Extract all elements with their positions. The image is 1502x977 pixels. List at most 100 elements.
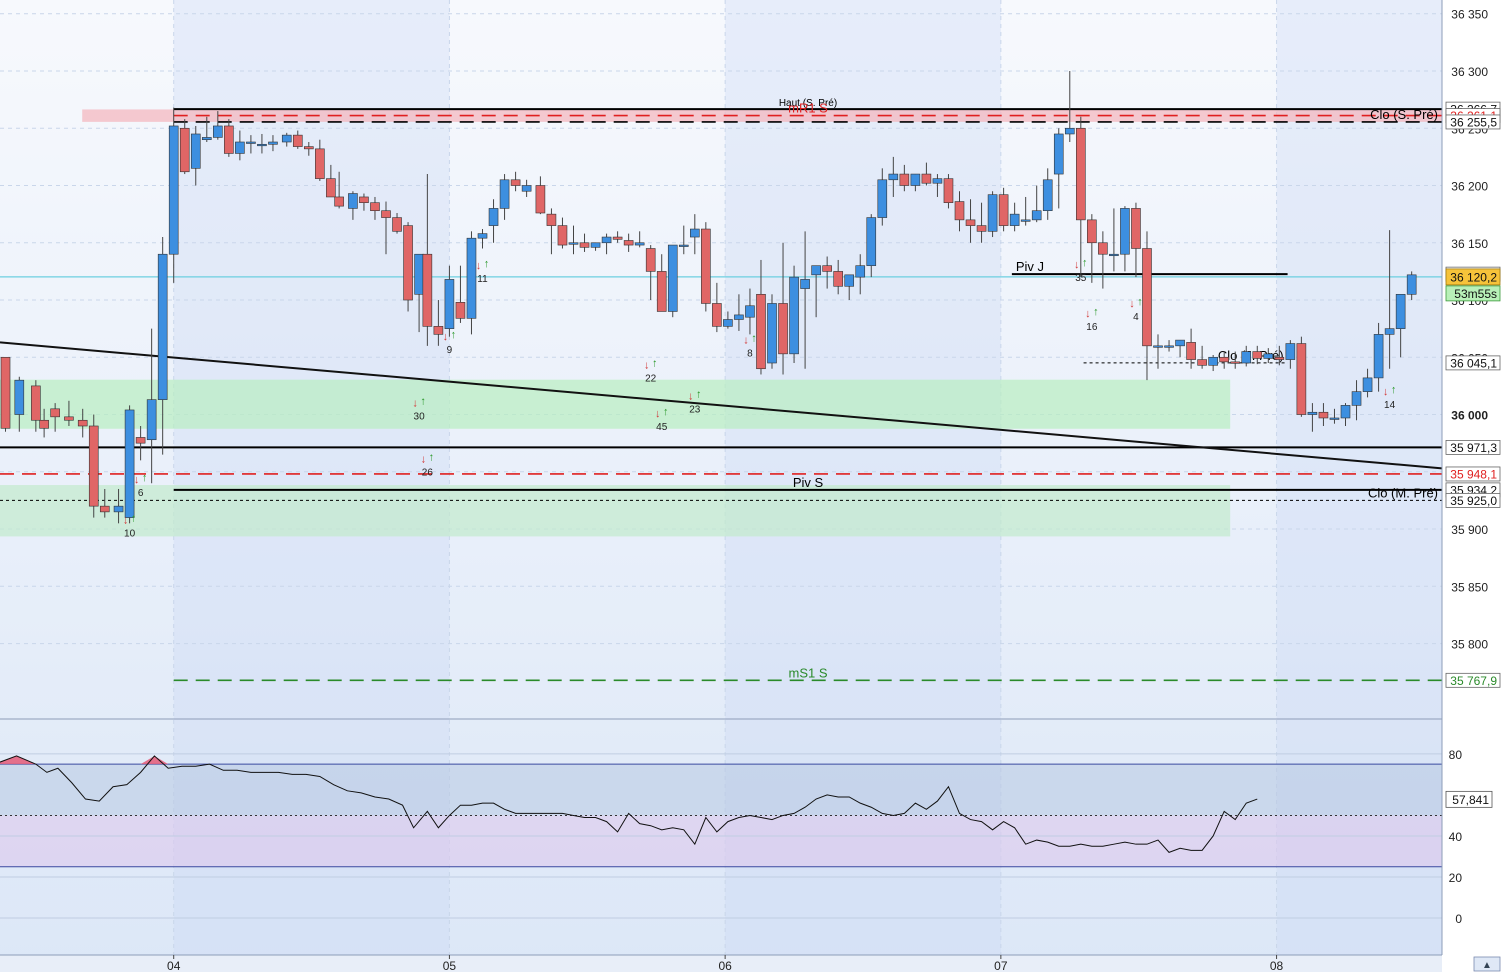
candle-body [292, 134, 303, 147]
candle-body [488, 208, 499, 226]
candle-body [535, 185, 546, 214]
candle-body [403, 225, 413, 301]
candle-body [77, 419, 88, 427]
candle-body [1208, 356, 1218, 366]
down-arrow-icon: ↓ [1383, 386, 1389, 398]
level-label: Clo (S. Pré) [1370, 107, 1438, 122]
candle-body [623, 240, 634, 246]
trendline [0, 341, 1443, 470]
candle-body [701, 228, 711, 304]
candle-body [1351, 391, 1362, 406]
candle-body [1109, 253, 1119, 257]
candle-body [510, 179, 521, 186]
candle-body [1263, 353, 1274, 359]
candle-body [767, 303, 777, 364]
y-tick-label: 36 350 [1451, 8, 1488, 22]
candle-body [315, 148, 325, 179]
level-tag [1445, 672, 1501, 688]
candle-body [444, 279, 455, 329]
down-arrow-icon: ↓ [134, 474, 140, 486]
scroll-button[interactable] [1473, 956, 1501, 972]
level-label: mR1 S [788, 101, 828, 116]
level-tag-label: 35 925,0 [1450, 494, 1497, 508]
down-arrow-icon: ↓ [644, 360, 650, 372]
candle-body [1384, 328, 1395, 335]
candle-body [466, 237, 477, 319]
level-tag [1445, 114, 1501, 130]
marker-label: 9 [447, 345, 453, 356]
osc-lower-zone [0, 815, 1442, 867]
osc-line [0, 755, 1258, 853]
osc-value-label: 57,841 [1452, 793, 1489, 807]
down-arrow-icon: ↓ [655, 408, 661, 420]
candle-body [866, 217, 877, 266]
candle-body [645, 248, 656, 272]
candle-body [359, 196, 369, 203]
current-price-tag [1445, 268, 1501, 286]
candle-body [546, 213, 557, 226]
osc-y-tick-label: 80 [1449, 748, 1463, 762]
candle-body [921, 173, 932, 184]
candle-body [1042, 179, 1053, 212]
current-price-label: 36 120,2 [1450, 270, 1497, 284]
down-arrow-icon: ↓ [412, 398, 418, 410]
countdown-label: 53m55s [1454, 287, 1497, 301]
candle-body [1274, 356, 1285, 360]
candle-body [634, 242, 645, 246]
level-tag-label: 35 767,9 [1450, 674, 1497, 688]
candle-body [690, 228, 700, 238]
candle-body [745, 305, 755, 318]
candle-body [1395, 293, 1406, 329]
candle-body [965, 219, 976, 226]
level-label: mS1 S [788, 665, 827, 680]
candle-body [1153, 345, 1163, 348]
candle-body [213, 125, 223, 138]
up-arrow-icon: ↑ [663, 406, 669, 418]
candle-body [50, 408, 60, 418]
x-tick-label: 04 [167, 959, 181, 972]
y-tick-label: 36 200 [1451, 180, 1488, 194]
marker-label: 6 [138, 488, 144, 499]
candle-body [1064, 127, 1075, 135]
candle-body [1131, 208, 1141, 249]
candle-body [976, 225, 987, 232]
down-arrow-icon: ↓ [421, 454, 427, 466]
candle-body [499, 179, 510, 209]
candle-body [64, 416, 74, 421]
candle-body [1120, 208, 1130, 255]
candle-body [1329, 417, 1340, 420]
candle-body [1252, 351, 1263, 359]
candle-body [455, 302, 466, 319]
down-arrow-icon: ↓ [476, 260, 482, 272]
candle-body [899, 173, 910, 186]
candle-body [1076, 127, 1086, 221]
candle-body [1307, 411, 1318, 415]
down-arrow-icon: ↓ [743, 335, 749, 347]
y-tick-label: 35 850 [1451, 580, 1488, 594]
candle-body [414, 253, 424, 295]
candle-body [723, 319, 733, 327]
candle-body [756, 293, 766, 370]
up-arrow-icon: ↑ [696, 389, 702, 401]
candle-body [1230, 361, 1241, 364]
candle-body [1164, 345, 1174, 348]
candle-body [844, 274, 855, 287]
x-tick-label: 06 [718, 959, 732, 972]
candle-body [224, 125, 234, 154]
candle-body [521, 185, 532, 192]
candle-body [667, 244, 678, 312]
level-tag [1445, 355, 1501, 371]
marker-label: 10 [124, 528, 136, 539]
y-tick-label: 36 150 [1451, 237, 1488, 251]
candle-body [998, 194, 1009, 226]
level-tag-label: 35 948,1 [1450, 467, 1497, 481]
level-tag [1445, 440, 1501, 455]
candle-body [246, 141, 256, 144]
marker-label: 14 [1384, 400, 1396, 411]
up-arrow-icon: ↑ [451, 329, 457, 341]
candle-body [612, 236, 623, 240]
candle-body [822, 265, 832, 272]
candle-body [422, 253, 433, 327]
